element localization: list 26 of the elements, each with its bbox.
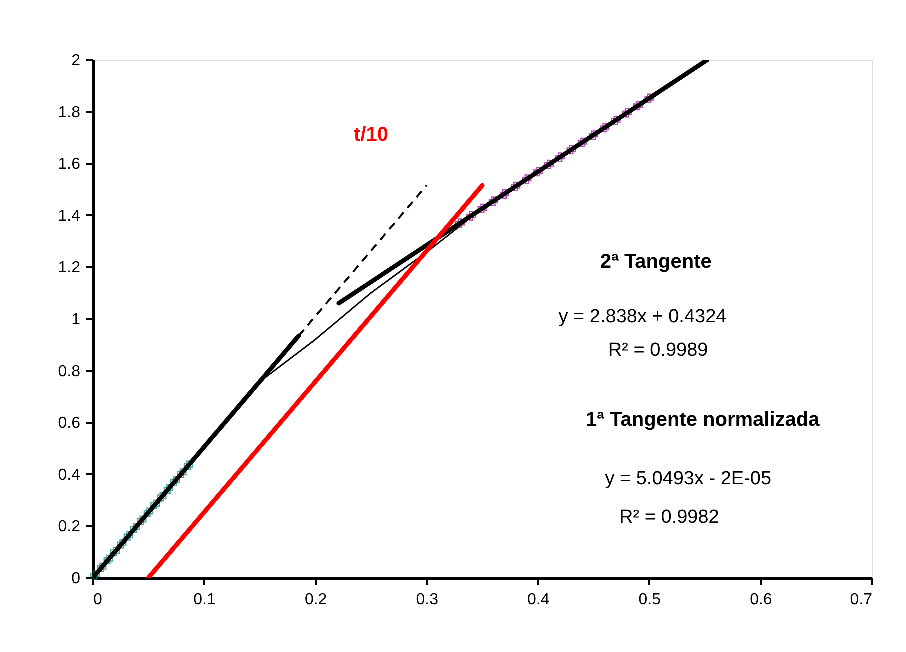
x-tick-label: 0 [94,592,102,608]
x-tick-label: 0.6 [750,592,772,608]
y-tick-label: 0.6 [58,415,81,432]
x-tick-label: 0.4 [528,592,550,608]
y-tick-label: 0.8 [58,363,81,380]
annotation: 1ª Tangente normalizada [586,409,821,432]
annotation: R² = 0.9989 [608,340,708,362]
y-tick-label: 1.2 [58,260,81,277]
x-tick-label: 0.1 [194,592,216,608]
y-tick-label: 0 [72,570,81,588]
x-tick-label: 0.5 [638,592,662,608]
y-tick-label: 0.4 [58,466,81,484]
y-tick-label: 1 [72,312,81,328]
x-tick-label: 0.2 [304,592,328,608]
y-tick-label: 2 [72,52,81,70]
annotation: t/10 [354,124,388,146]
x-tick-label: 0.3 [416,592,439,608]
x-tick-label: 0.7 [850,592,873,608]
annotation: 2ª Tangente [600,251,712,274]
y-tick-label: 0.2 [58,518,81,536]
y-tick-label: 1.6 [58,156,81,174]
annotation: R² = 0.9982 [620,507,720,528]
y-tick-label: 1.8 [58,104,81,122]
annotation: y = 2.838x + 0.4324 [558,306,728,328]
annotation: y = 5.0493x - 2E-05 [605,468,772,490]
y-tick-label: 1.4 [58,208,81,225]
